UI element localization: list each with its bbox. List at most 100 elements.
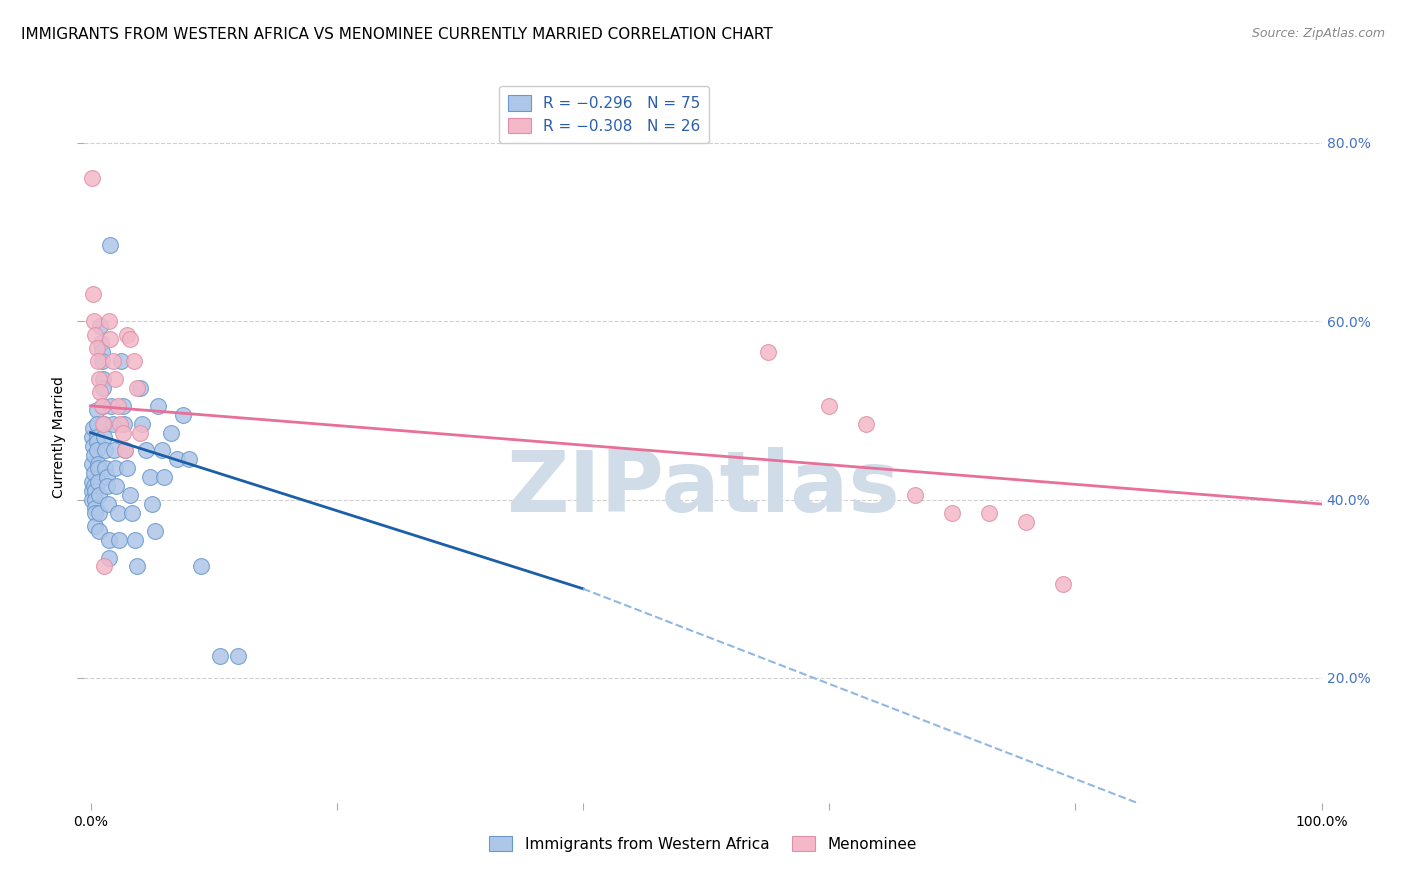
Point xyxy=(111,425,134,440)
Point xyxy=(172,408,194,422)
Point xyxy=(82,439,104,453)
Point xyxy=(104,372,127,386)
Point xyxy=(98,533,121,547)
Text: ZIPatlas: ZIPatlas xyxy=(506,447,900,530)
Point xyxy=(83,483,105,498)
Point xyxy=(114,443,136,458)
Point xyxy=(89,524,111,538)
Point xyxy=(91,399,114,413)
Point xyxy=(855,417,877,431)
Point xyxy=(904,488,927,502)
Point xyxy=(107,506,129,520)
Point xyxy=(90,336,112,351)
Point xyxy=(107,399,129,413)
Point xyxy=(86,430,108,444)
Y-axis label: Currently Married: Currently Married xyxy=(52,376,66,498)
Point xyxy=(117,327,139,342)
Point xyxy=(150,443,173,458)
Point xyxy=(83,314,105,328)
Point xyxy=(159,425,181,440)
Point xyxy=(98,332,121,346)
Point xyxy=(80,171,103,186)
Point xyxy=(100,399,122,413)
Point xyxy=(103,443,125,458)
Point xyxy=(122,354,145,368)
Point xyxy=(86,443,108,458)
Point xyxy=(104,461,127,475)
Point xyxy=(94,443,117,458)
Point xyxy=(82,483,104,498)
Point xyxy=(1052,577,1074,591)
Point xyxy=(127,381,149,395)
Point xyxy=(86,434,108,449)
Point xyxy=(82,421,104,435)
Point xyxy=(98,238,121,252)
Point xyxy=(96,470,118,484)
Point xyxy=(87,488,110,502)
Point xyxy=(91,417,114,431)
Point xyxy=(111,399,134,413)
Point xyxy=(86,417,108,431)
Point xyxy=(101,354,124,368)
Point xyxy=(124,533,146,547)
Point xyxy=(91,372,114,386)
Point xyxy=(98,314,121,328)
Point xyxy=(90,345,112,359)
Point xyxy=(91,381,114,395)
Point xyxy=(90,399,112,413)
Point xyxy=(82,492,104,507)
Point xyxy=(87,354,110,368)
Point xyxy=(818,399,841,413)
Point xyxy=(756,345,779,359)
Point xyxy=(98,550,121,565)
Point xyxy=(80,475,103,489)
Point xyxy=(96,479,118,493)
Point xyxy=(153,470,176,484)
Point xyxy=(87,506,110,520)
Point xyxy=(84,519,107,533)
Point xyxy=(118,488,141,502)
Point xyxy=(143,524,166,538)
Point xyxy=(128,381,150,395)
Point xyxy=(83,479,105,493)
Point xyxy=(131,417,153,431)
Text: Source: ZipAtlas.com: Source: ZipAtlas.com xyxy=(1251,27,1385,40)
Point xyxy=(89,385,111,400)
Point xyxy=(141,497,163,511)
Point xyxy=(87,475,110,489)
Point xyxy=(94,461,117,475)
Point xyxy=(80,430,103,444)
Point xyxy=(93,430,115,444)
Point xyxy=(97,497,120,511)
Point xyxy=(135,443,157,458)
Point xyxy=(941,506,963,520)
Point xyxy=(83,448,105,462)
Point xyxy=(90,354,112,368)
Point xyxy=(87,461,110,475)
Point xyxy=(979,506,1001,520)
Point xyxy=(208,648,231,663)
Point xyxy=(89,318,111,333)
Point xyxy=(148,399,170,413)
Point xyxy=(190,559,212,574)
Point xyxy=(80,457,103,471)
Point xyxy=(108,533,131,547)
Text: IMMIGRANTS FROM WESTERN AFRICA VS MENOMINEE CURRENTLY MARRIED CORRELATION CHART: IMMIGRANTS FROM WESTERN AFRICA VS MENOMI… xyxy=(21,27,773,42)
Legend: R = −0.296   N = 75, R = −0.308   N = 26: R = −0.296 N = 75, R = −0.308 N = 26 xyxy=(499,87,710,143)
Point xyxy=(112,417,135,431)
Point xyxy=(93,559,115,574)
Point xyxy=(84,506,107,520)
Point xyxy=(84,501,107,516)
Point xyxy=(177,452,200,467)
Point xyxy=(110,354,132,368)
Point xyxy=(1015,515,1038,529)
Point xyxy=(108,417,131,431)
Point xyxy=(226,648,249,663)
Point xyxy=(87,457,110,471)
Point xyxy=(84,327,107,342)
Point xyxy=(117,461,139,475)
Point xyxy=(128,425,150,440)
Point xyxy=(83,466,105,480)
Point xyxy=(86,341,108,355)
Point xyxy=(114,443,136,458)
